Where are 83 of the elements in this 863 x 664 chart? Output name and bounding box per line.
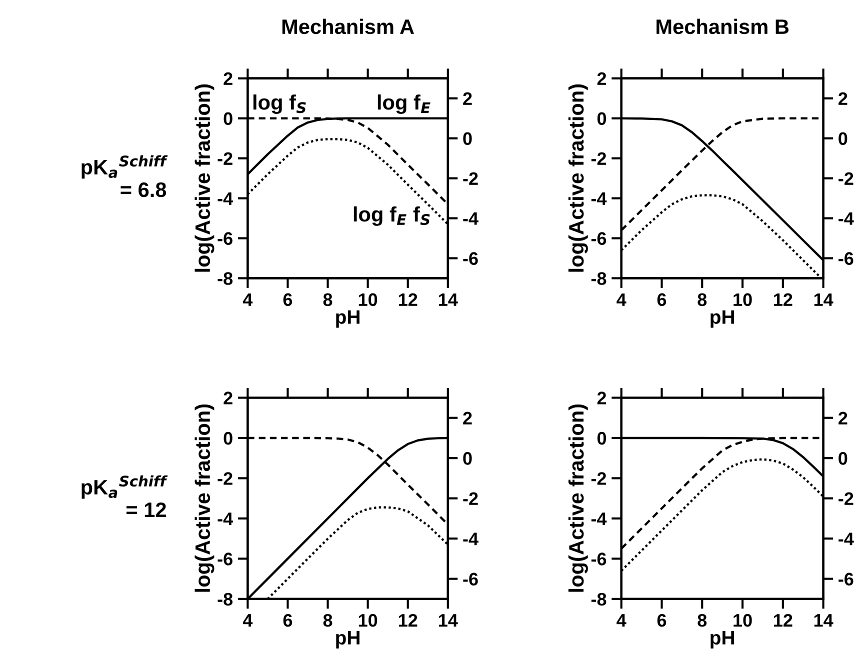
y-tick-label: 0 [224, 432, 232, 445]
x-tick-label: 6 [657, 293, 666, 306]
x-tick-label: 14 [814, 614, 834, 627]
chart-title: Mechanism A [282, 18, 414, 34]
y-tick-label: 0 [597, 432, 606, 445]
y-tick-label: -4 [218, 192, 233, 205]
y2-tick-label: -2 [463, 172, 478, 185]
x-tick-label: 12 [398, 293, 418, 306]
y2-tick-label: 2 [838, 92, 848, 105]
x-tick-label: 8 [323, 293, 332, 306]
y-tick-label: -2 [591, 472, 606, 485]
y-tick-label: -8 [218, 272, 233, 285]
text: pK$_{a}$$^{Schiff}$ = 12 [82, 475, 168, 517]
y-tick-label: -2 [218, 472, 232, 485]
x-axis-title: pH [336, 631, 360, 648]
x-tick-label: 4 [242, 614, 253, 627]
x-tick-label: 6 [657, 614, 666, 627]
y2-tick-label: 0 [838, 452, 848, 465]
y-tick-label: 0 [597, 112, 606, 126]
y-axis-title: log(Active fraction) [568, 84, 588, 272]
y2-tick-label: -4 [838, 532, 854, 546]
y-tick-label: -6 [591, 552, 606, 566]
x-tick-label: 12 [774, 293, 792, 306]
y-tick-label: -8 [591, 592, 606, 606]
x-tick-label: 4 [242, 293, 253, 306]
x-tick-label: 8 [698, 293, 707, 306]
y-tick-label: -6 [218, 552, 232, 566]
y-tick-label: -8 [218, 592, 233, 606]
x-tick-label: 6 [283, 614, 292, 627]
x-axis-title: pH [710, 310, 734, 328]
y-tick-label: 2 [224, 392, 232, 404]
x-tick-label: 10 [358, 614, 378, 627]
x-tick-label: 8 [323, 614, 332, 627]
y2-tick-label: -4 [463, 212, 478, 225]
y2-tick-label: -2 [463, 492, 478, 505]
x-tick-label: 14 [814, 293, 834, 306]
y2-tick-label: 0 [463, 132, 472, 146]
y2-tick-label: -6 [838, 252, 854, 265]
y-axis-title: log(Active fraction) [194, 84, 214, 272]
y-tick-label: -2 [218, 152, 232, 165]
y-tick-label: -4 [591, 192, 607, 205]
y-tick-label: 2 [224, 72, 232, 85]
x-axis-title: pH [336, 310, 360, 328]
chart-title: Mechanism B [656, 18, 789, 34]
y-tick-label: -2 [591, 152, 606, 165]
y2-tick-label: -6 [463, 572, 478, 586]
y2-tick-label: -2 [838, 492, 854, 505]
y2-tick-label: 0 [838, 132, 848, 146]
y2-tick-label: 2 [463, 92, 472, 105]
y2-tick-label: 2 [463, 412, 472, 424]
annotation: log f$_{E}$ [378, 94, 430, 114]
x-tick-label: 12 [774, 614, 792, 627]
x-tick-label: 12 [398, 614, 418, 627]
text: pK$_{a}$$^{Schiff}$ = 6.8 [82, 155, 168, 198]
y-axis-title: log(Active fraction) [568, 404, 588, 592]
y-tick-label: 2 [597, 392, 606, 404]
y-tick-label: 2 [597, 72, 606, 85]
x-axis-title: pH [710, 631, 734, 648]
x-tick-label: 6 [283, 293, 292, 306]
y2-tick-label: -2 [838, 172, 854, 185]
y-tick-label: 0 [224, 112, 232, 126]
x-tick-label: 4 [616, 614, 626, 627]
y2-tick-label: -4 [838, 212, 854, 225]
annotation: log f$_{E}$ f$_{S}$ [354, 206, 430, 226]
x-tick-label: 10 [734, 614, 752, 627]
annotation: log f$_{S}$ [253, 94, 306, 114]
y2-tick-label: 0 [463, 452, 472, 465]
x-tick-label: 10 [358, 293, 378, 306]
y2-tick-label: -4 [463, 532, 478, 546]
y-tick-label: -8 [591, 272, 606, 285]
x-tick-label: 14 [438, 293, 458, 306]
x-tick-label: 8 [698, 614, 707, 627]
y2-tick-label: 2 [838, 412, 848, 424]
x-tick-label: 14 [438, 614, 458, 627]
y-tick-label: -4 [591, 512, 607, 525]
y2-tick-label: -6 [838, 572, 854, 586]
y-tick-label: -6 [218, 232, 232, 245]
x-tick-label: 10 [734, 293, 752, 306]
y-axis-title: log(Active fraction) [194, 404, 214, 592]
x-tick-label: 4 [616, 293, 626, 306]
y2-tick-label: -6 [463, 252, 478, 265]
y-tick-label: -4 [218, 512, 233, 525]
y-tick-label: -6 [591, 232, 606, 245]
